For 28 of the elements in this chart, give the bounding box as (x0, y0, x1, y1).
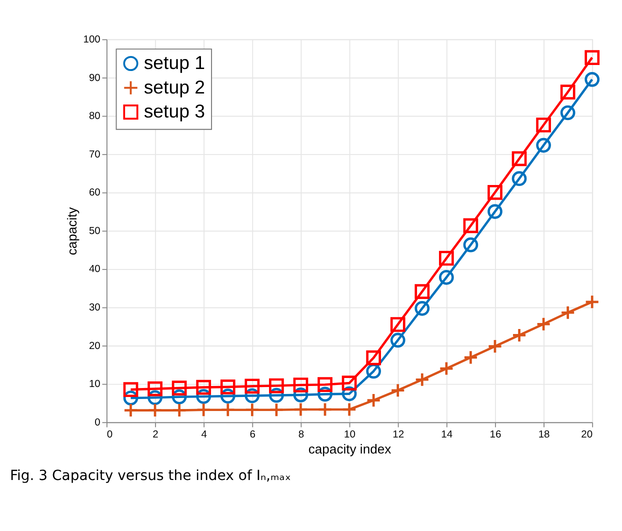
x-tick-label: 10 (344, 430, 356, 441)
x-tick-label: 14 (441, 430, 453, 441)
y-tick-label: 70 (88, 149, 101, 160)
x-tick-label: 0 (106, 430, 113, 441)
x-tick-label: 18 (538, 430, 550, 441)
x-tick-label: 4 (201, 430, 208, 441)
y-tick-label: 80 (88, 111, 101, 122)
x-tick-label: 16 (490, 430, 502, 441)
x-tick-label: 6 (250, 430, 256, 441)
y-tick-label: 10 (88, 379, 101, 390)
legend-label: setup 3 (144, 100, 206, 122)
y-tick-label: 20 (88, 340, 101, 352)
x-tick-label: 8 (298, 430, 304, 441)
y-axis-title: capacity (64, 206, 80, 256)
x-tick-label: 20 (581, 430, 593, 441)
y-tick-label: 50 (88, 226, 101, 237)
y-tick-label: 40 (88, 264, 101, 276)
y-tick-label: 90 (88, 72, 101, 84)
caption: Fig. 3 Capacity versus the index of Iₙ,ₘₐₓ (10, 468, 291, 484)
y-tick-label: 0 (94, 417, 101, 428)
legend-label: setup 1 (144, 52, 206, 74)
y-tick-label: 30 (88, 302, 101, 314)
y-tick-label: 100 (83, 34, 101, 46)
y-tick-label: 60 (88, 188, 101, 199)
x-tick-label: 12 (392, 430, 404, 441)
legend-label: setup 2 (144, 76, 206, 98)
x-tick-label: 2 (152, 430, 159, 441)
x-axis-title: capacity index (308, 441, 392, 456)
